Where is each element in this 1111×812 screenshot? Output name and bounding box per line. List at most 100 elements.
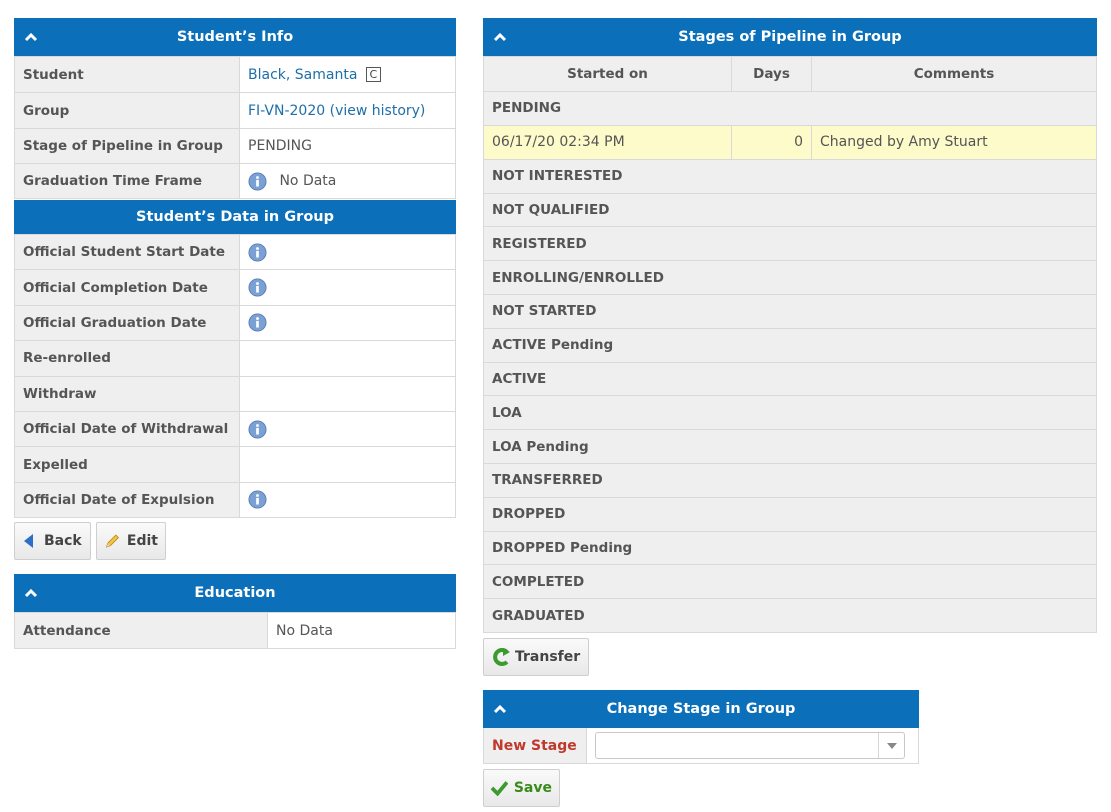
chevron-up-icon[interactable] [24, 30, 38, 44]
stage-row: ACTIVE [483, 361, 1097, 397]
info-icon[interactable] [248, 313, 267, 332]
pipeline-title: Stages of Pipeline in Group [678, 29, 902, 45]
chevron-up-icon[interactable] [493, 702, 507, 716]
stage-row: GRADUATED [483, 598, 1097, 633]
student-data-row: Official Graduation Date [14, 304, 456, 342]
row-group: Group FI-VN-2020 (view history) [14, 92, 456, 129]
history-open-paren: ( [329, 102, 336, 119]
student-label: Student [14, 56, 240, 93]
stage-name: ENROLLING/ENROLLED [483, 260, 1097, 295]
stage-row: DROPPED Pending [483, 530, 1097, 566]
pencil-icon [105, 534, 119, 548]
pipeline-column-headers: Started on Days Comments [483, 56, 1097, 92]
info-icon[interactable] [248, 278, 267, 297]
stage-name: ACTIVE Pending [483, 327, 1097, 363]
stage-value: PENDING [239, 128, 456, 164]
group-label: Group [14, 92, 240, 129]
stage-name: TRANSFERRED [483, 462, 1097, 498]
student-data-value [239, 446, 456, 483]
save-button[interactable]: Save [483, 769, 560, 807]
graduation-value: No Data [279, 173, 337, 189]
student-data-label: Official Completion Date [14, 269, 240, 306]
attendance-value: No Data [267, 612, 456, 649]
col-started-on[interactable]: Started on [483, 56, 732, 92]
info-icon[interactable] [248, 171, 267, 191]
stage-name: REGISTERED [483, 226, 1097, 262]
history-close-paren: ) [419, 102, 426, 119]
new-stage-select[interactable] [595, 732, 905, 759]
student-info-header[interactable]: Student’s Info [14, 18, 456, 56]
stage-name: NOT INTERESTED [483, 158, 1097, 194]
change-stage-header[interactable]: Change Stage in Group [483, 690, 919, 728]
student-data-row: Official Date of Expulsion [14, 481, 456, 519]
education-panel: Education Attendance No Data [14, 574, 456, 649]
view-history-link[interactable]: view history [335, 102, 420, 119]
row-student: Student Black, Samanta C [14, 56, 456, 93]
group-link[interactable]: FI-VN-2020 [248, 102, 326, 119]
attendance-label: Attendance [14, 612, 268, 649]
info-icon[interactable] [248, 243, 267, 262]
chevron-up-icon[interactable] [24, 586, 38, 600]
student-name-link[interactable]: Black, Samanta [248, 66, 358, 83]
student-data-label: Re-enrolled [14, 340, 240, 377]
select-arrow[interactable] [878, 733, 904, 758]
stage-name: GRADUATED [483, 598, 1097, 633]
transfer-arrow-icon [493, 648, 510, 666]
edit-button[interactable]: Edit [96, 522, 166, 560]
transfer-button[interactable]: Transfer [483, 638, 589, 676]
info-icon[interactable] [248, 490, 267, 509]
stage-name: DROPPED Pending [483, 530, 1097, 566]
change-stage-title: Change Stage in Group [606, 701, 796, 717]
student-data-row: Withdraw [14, 375, 456, 412]
stage-name: PENDING [483, 91, 1097, 126]
checkmark-icon [491, 781, 508, 796]
student-data-label: Official Student Start Date [14, 233, 240, 271]
stage-row-current: PENDING [483, 91, 1097, 126]
education-header[interactable]: Education [14, 574, 456, 612]
stage-name: ACTIVE [483, 361, 1097, 397]
student-data-row: Re-enrolled [14, 340, 456, 377]
stage-row: REGISTERED [483, 226, 1097, 262]
stage-name: LOA [483, 395, 1097, 431]
change-stage-panel: Change Stage in Group New Stage [483, 690, 919, 764]
student-data-value [239, 304, 456, 342]
student-data-row: Official Student Start Date [14, 233, 456, 271]
student-info-title: Student’s Info [176, 29, 294, 45]
new-stage-label: New Stage [484, 728, 587, 763]
stage-name: LOA Pending [483, 429, 1097, 464]
student-data-label: Withdraw [14, 375, 240, 412]
info-icon[interactable] [248, 420, 267, 439]
student-data-value [239, 269, 456, 306]
history-comment: Changed by Amy Stuart [811, 124, 1097, 160]
student-data-header: Student’s Data in Group [14, 199, 456, 234]
col-comments[interactable]: Comments [811, 56, 1097, 92]
chevron-down-icon [886, 742, 897, 749]
history-started-on: 06/17/20 02:34 PM [483, 124, 732, 160]
save-label: Save [513, 780, 552, 796]
student-data-label: Official Date of Expulsion [14, 481, 240, 519]
education-table: Attendance No Data [14, 612, 456, 649]
stage-row: NOT QUALIFIED [483, 192, 1097, 228]
back-arrow-icon [24, 534, 33, 548]
student-data-label: Official Date of Withdrawal [14, 410, 240, 448]
chevron-up-icon[interactable] [493, 30, 507, 44]
student-info-panel: Student’s Info Student Black, Samanta C … [14, 18, 456, 519]
stage-name: NOT QUALIFIED [483, 192, 1097, 228]
education-title: Education [194, 585, 276, 601]
row-graduation: Graduation Time Frame No Data [14, 163, 456, 199]
back-label: Back [44, 533, 82, 549]
stage-row: NOT INTERESTED [483, 158, 1097, 194]
stage-name: NOT STARTED [483, 293, 1097, 329]
student-data-table: Official Student Start Date Official Comp… [14, 233, 456, 519]
stage-row: COMPLETED [483, 564, 1097, 600]
student-data-value [239, 233, 456, 271]
pipeline-header[interactable]: Stages of Pipeline in Group [483, 18, 1097, 56]
col-days[interactable]: Days [731, 56, 812, 92]
student-info-table: Student Black, Samanta C Group FI-VN-202… [14, 56, 456, 199]
student-data-value [239, 410, 456, 448]
stage-row: DROPPED [483, 496, 1097, 532]
change-stage-row: New Stage [483, 728, 919, 764]
back-button[interactable]: Back [14, 522, 91, 560]
contact-badge-icon[interactable]: C [365, 67, 381, 82]
graduation-label: Graduation Time Frame [14, 163, 240, 199]
